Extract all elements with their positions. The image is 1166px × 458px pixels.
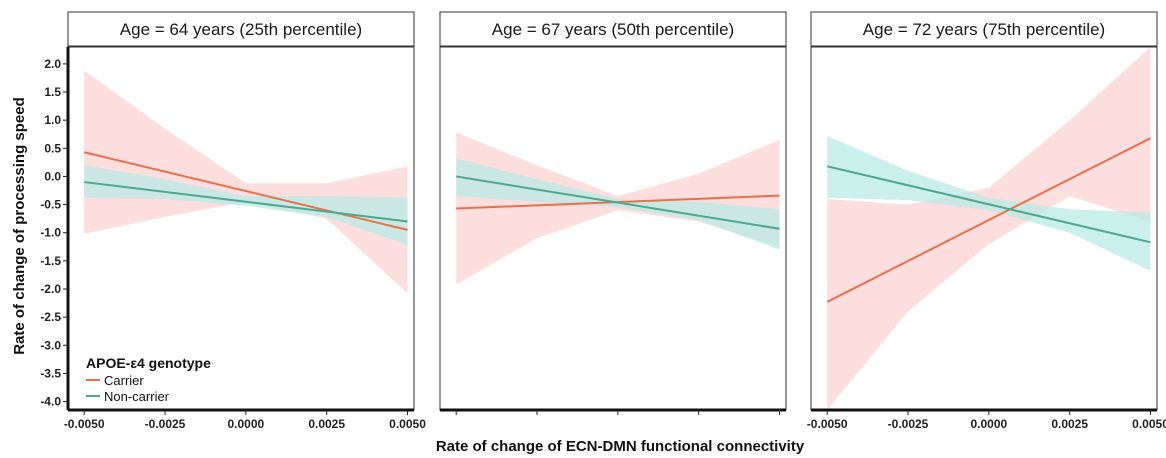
y-tick-label-10: -3.0 xyxy=(40,338,61,352)
panel-3-strip-label: Age = 72 years (75th percentile) xyxy=(863,20,1105,39)
panel-3-band-carrier xyxy=(827,47,1151,410)
y-axis: 2.0 1.5 1.0 0.5 0.0 -0.5 -1.0 -1.5 -2.0 -2.5 -3.0 -… xyxy=(40,47,70,410)
panel-1-x-tick-label-4: 0.0050 xyxy=(389,417,426,431)
panel-2-strip xyxy=(439,11,787,47)
panel-3-x-tick-label-2: 0.0000 xyxy=(970,417,1007,431)
panel-1-strip xyxy=(67,11,415,47)
panel-2: Age = 67 years (50th percentile) xyxy=(439,11,787,415)
y-tick-label-7: -1.5 xyxy=(40,254,61,268)
panel-3: Age = 72 years (75th percentile) -0.0050 -… xyxy=(807,11,1166,431)
y-tick-label-1: 1.5 xyxy=(44,85,61,99)
panel-3-x-tick-label-0: -0.0050 xyxy=(807,417,848,431)
legend: APOE-ε4 genotype Carrier Non-carrier xyxy=(86,355,211,404)
panel-2-band-non-carrier xyxy=(456,158,780,250)
y-tick-label-8: -2.0 xyxy=(40,282,61,296)
x-axis-title: Rate of change of ECN-DMN functional con… xyxy=(436,438,805,455)
panel-2-band-carrier xyxy=(456,132,780,285)
panel-3-x-tick-label-4: 0.0050 xyxy=(1132,417,1166,431)
legend-title: APOE-ε4 genotype xyxy=(86,355,211,371)
panel-3-strip xyxy=(810,11,1158,47)
y-tick-label-2: 1.0 xyxy=(44,113,61,127)
y-tick-label-0: 2.0 xyxy=(44,57,61,71)
y-tick-label-9: -2.5 xyxy=(40,310,61,324)
legend-label-carrier: Carrier xyxy=(104,373,144,388)
panel-1-marks xyxy=(83,70,408,294)
panel-2-marks xyxy=(456,132,780,285)
panel-1-x-tick-label-2: 0.0000 xyxy=(227,417,264,431)
panel-3-x-tick-label-3: 0.0025 xyxy=(1051,417,1088,431)
panel-3-x-tick-label-1: -0.0025 xyxy=(888,417,929,431)
panel-2-line-non-carrier xyxy=(456,175,780,230)
y-tick-label-5: -0.5 xyxy=(40,198,61,212)
panel-1-x-tick-label-1: -0.0025 xyxy=(145,417,186,431)
panels: Age = 64 years (25th percentile) -0.0050 -… xyxy=(64,11,1166,431)
panel-3-marks xyxy=(826,47,1151,410)
panel-1-band-non-carrier xyxy=(84,165,408,246)
panel-1-strip-label: Age = 64 years (25th percentile) xyxy=(120,20,362,39)
y-tick-label-12: -4.0 xyxy=(40,395,61,409)
panel-1: Age = 64 years (25th percentile) -0.0050 -… xyxy=(64,11,426,431)
panel-1-x-tick-label-3: 0.0025 xyxy=(308,417,345,431)
y-tick-label-4: 0.0 xyxy=(44,169,61,183)
panel-3-line-non-carrier xyxy=(826,165,1151,244)
panel-3-line-carrier xyxy=(826,137,1151,303)
y-tick-label-3: 0.5 xyxy=(44,141,61,155)
panel-1-x-tick-label-0: -0.0050 xyxy=(64,417,105,431)
panel-1-line-carrier xyxy=(83,151,408,231)
panel-2-strip-label: Age = 67 years (50th percentile) xyxy=(492,20,734,39)
panel-1-line-non-carrier xyxy=(84,181,408,223)
legend-label-non-carrier: Non-carrier xyxy=(104,389,170,404)
y-axis-title: Rate of change of processing speed xyxy=(11,97,28,355)
y-tick-label-11: -3.5 xyxy=(40,366,61,380)
y-tick-label-6: -1.0 xyxy=(40,226,61,240)
